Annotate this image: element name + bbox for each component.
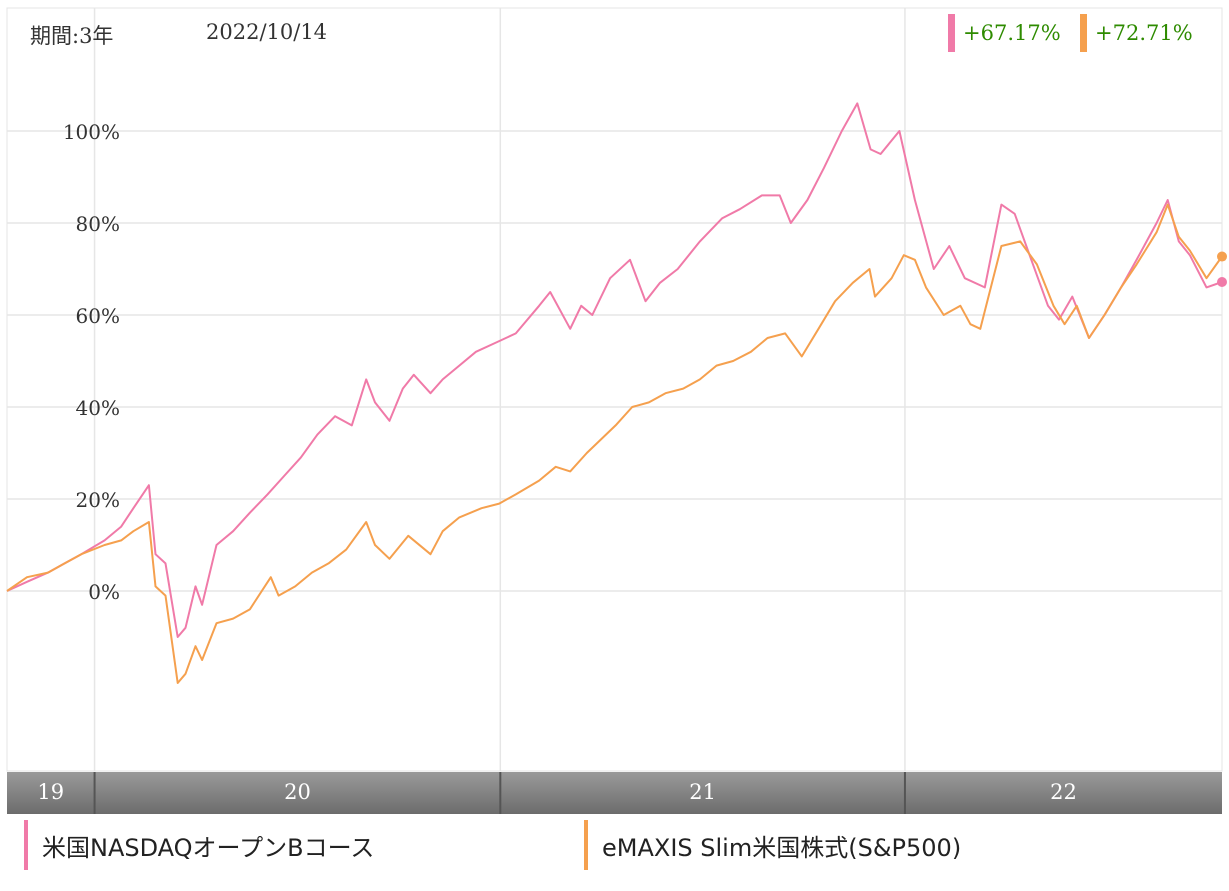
period-label: 期間:3年 <box>30 24 114 48</box>
return-value-nasdaq: +67.17% <box>963 21 1061 45</box>
return-sp500: +72.71% <box>1080 14 1193 52</box>
series-end-point-1 <box>1217 251 1227 262</box>
legend-item-sp500: eMAXIS Slim米国株式(S&P500) <box>584 820 961 870</box>
series-line-0 <box>6 102 1223 638</box>
return-value-sp500: +72.71% <box>1095 21 1193 45</box>
date-label: 2022/10/14 <box>206 20 328 44</box>
legend-label-nasdaq: 米国NASDAQオープンBコース <box>42 833 375 862</box>
x-tick-label: 22 <box>1050 780 1077 804</box>
y-tick-label: 60% <box>76 304 120 328</box>
return-swatch-sp500 <box>1080 14 1087 52</box>
grid <box>7 8 1222 771</box>
legend-item-nasdaq: 米国NASDAQオープンBコース <box>24 820 374 870</box>
x-axis: 19 20 21 22 <box>7 772 1222 814</box>
x-tick-label: 20 <box>284 780 311 804</box>
series-line-1 <box>6 203 1223 684</box>
x-tick-label: 21 <box>689 780 716 804</box>
y-tick-label: 0% <box>88 580 120 604</box>
legend-swatch-sp500 <box>584 820 588 870</box>
series-end-point-0 <box>1217 277 1227 288</box>
y-axis: 100% 80% 60% 40% 20% 0% <box>63 120 120 604</box>
y-tick-label: 40% <box>76 396 120 420</box>
plot-area <box>6 7 1223 772</box>
legend-label-sp500: eMAXIS Slim米国株式(S&P500) <box>602 833 962 862</box>
return-swatch-nasdaq <box>948 14 955 52</box>
x-tick-label: 19 <box>37 780 64 804</box>
y-tick-label: 20% <box>76 488 120 512</box>
legend-swatch-nasdaq <box>24 820 28 870</box>
x-axis-bar <box>7 772 1222 814</box>
series-lines <box>6 102 1227 684</box>
return-nasdaq: +67.17% <box>948 14 1061 52</box>
y-tick-label: 80% <box>76 212 120 236</box>
y-tick-label: 100% <box>63 120 120 144</box>
